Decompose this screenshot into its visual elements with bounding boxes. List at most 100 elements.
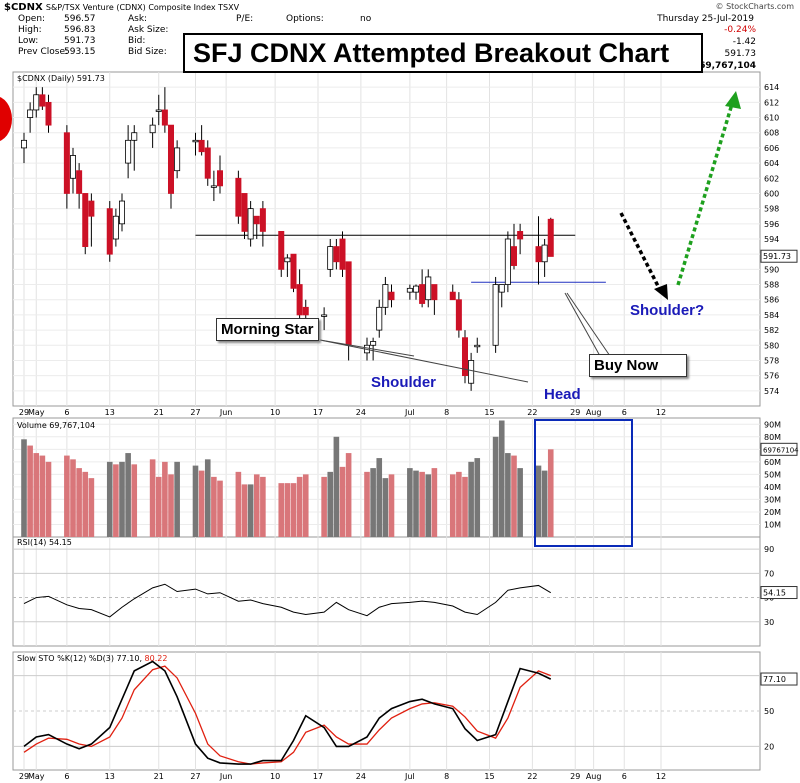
volume-bar	[505, 453, 511, 537]
candle-body	[547, 218, 554, 257]
y-tick-label: 70	[764, 569, 774, 578]
x-tick-label: Jul	[404, 408, 415, 417]
last-rsi-tag	[760, 586, 798, 600]
field-value: 596.83	[64, 25, 96, 35]
candle-body	[535, 246, 542, 263]
volume-bar	[192, 465, 199, 537]
y-tick-label: 30	[764, 618, 774, 627]
volume-bar	[70, 459, 76, 537]
y-tick-label: 588	[764, 281, 779, 290]
x-tick-label: 8	[444, 772, 449, 781]
y-tick-label: 608	[764, 129, 779, 138]
x-tick-label: 10	[270, 408, 280, 417]
shoulder-left-label: Shoulder	[371, 374, 437, 391]
candle-body	[284, 257, 291, 263]
candle-body	[296, 284, 303, 316]
y-tick-label: 600	[764, 189, 779, 198]
candle-body	[167, 124, 174, 194]
candle-body	[468, 360, 475, 384]
candle-body	[406, 287, 413, 293]
volume-bar	[149, 459, 156, 537]
field-label: P/E:	[236, 14, 254, 24]
sto-panel-title: Slow STO %K(12) %D(3) 77.10, 80.22	[17, 654, 167, 663]
x-tick-label: 22	[527, 772, 537, 781]
candle-body	[119, 200, 126, 225]
volume-bar	[511, 455, 517, 537]
candle-body	[290, 253, 297, 289]
volume-bar	[413, 470, 419, 537]
y-tick-label: 60M	[764, 458, 781, 467]
y-tick-label: 90	[764, 545, 774, 554]
candle-body	[278, 231, 285, 270]
volume-bar	[76, 468, 82, 537]
y-tick-label: 10M	[764, 520, 781, 529]
volume-bar	[131, 464, 138, 537]
volume-bar	[39, 455, 46, 537]
y-tick-label: 614	[764, 83, 779, 92]
volume-bar	[168, 474, 174, 537]
volume-value: 69,767,104	[699, 61, 756, 71]
candle-body	[155, 109, 162, 112]
x-tick-label: 29	[570, 408, 580, 417]
candle-body	[70, 155, 77, 179]
field-value: 596.57	[64, 14, 96, 24]
y-tick-label: 590	[764, 265, 779, 274]
candle-body	[216, 170, 223, 187]
change-pct: -0.24%	[724, 25, 756, 35]
x-tick-label: 17	[313, 408, 323, 417]
y-tick-label: 582	[764, 326, 779, 335]
candle-body	[492, 284, 499, 346]
y-tick-label: 596	[764, 220, 779, 229]
y-tick-label: 604	[764, 159, 779, 168]
x-tick-label: 12	[656, 772, 666, 781]
field-value: 591.73	[64, 36, 96, 46]
candle-body	[425, 276, 432, 301]
x-tick-label: 24	[356, 772, 366, 781]
y-tick-label: 606	[764, 144, 779, 153]
x-tick-label: May	[28, 772, 45, 781]
last-sto-label: 77.10	[763, 675, 786, 684]
y-tick-label: 612	[764, 98, 779, 107]
sto-k-line	[23, 660, 552, 765]
y-tick-label: 574	[764, 387, 779, 396]
sto-d-line	[23, 665, 551, 765]
volume-bar	[419, 471, 425, 537]
candle-body	[149, 124, 156, 134]
field-label: Ask:	[128, 14, 148, 24]
x-tick-label: 29	[19, 772, 29, 781]
index-name: S&P/TSX Venture (CDNX) Composite Index T…	[45, 3, 240, 12]
y-tick-label: 586	[764, 296, 779, 305]
volume-bar	[474, 458, 481, 537]
y-tick-label: 594	[764, 235, 779, 244]
candle-body	[45, 101, 52, 126]
x-tick-label: 27	[190, 408, 200, 417]
x-tick-label: 6	[622, 772, 627, 781]
candle-body	[241, 193, 248, 232]
symbol: $CDNX	[4, 2, 43, 13]
shoulder-right-label: Shoulder?	[630, 302, 705, 319]
volume-bar	[382, 478, 389, 537]
volume-bar	[45, 461, 52, 537]
candle-body	[370, 341, 377, 346]
volume-bar	[33, 453, 40, 537]
volume-bar	[88, 478, 95, 537]
volume-bar	[492, 436, 499, 537]
field-value: 593.15	[64, 47, 96, 57]
candle-body	[192, 139, 199, 143]
volume-bar	[302, 474, 309, 537]
volume-bar	[407, 468, 413, 537]
volume-bar	[327, 471, 334, 537]
volume-bar	[278, 483, 285, 537]
x-tick-label: 24	[356, 408, 366, 417]
candle-body	[498, 284, 505, 293]
buy-now-pointer	[564, 292, 601, 357]
x-tick-label: 27	[190, 772, 200, 781]
candle-body	[419, 284, 426, 304]
candle-body	[82, 193, 89, 247]
x-tick-label: 21	[154, 408, 164, 417]
x-tick-label: Jun	[219, 772, 233, 781]
candle-body	[388, 291, 395, 301]
candle-body	[235, 177, 242, 217]
x-tick-label: 10	[270, 772, 280, 781]
